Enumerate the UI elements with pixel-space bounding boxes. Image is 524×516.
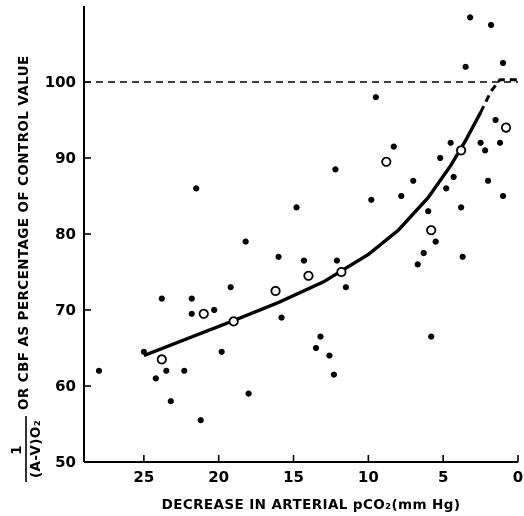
data-point-filled: [163, 367, 170, 374]
data-point-filled: [390, 143, 397, 150]
y-axis-title: 1 (A-V)O₂ OR CBF AS PERCENTAGE OF CONTRO…: [9, 55, 44, 482]
data-point-filled: [414, 261, 421, 268]
y-axis-title-text: OR CBF AS PERCENTAGE OF CONTROL VALUE: [16, 55, 32, 410]
data-point-filled: [326, 352, 333, 359]
y-axis-title-fraction-numerator: 1: [9, 445, 25, 455]
x-tick-label: 0: [513, 468, 523, 486]
data-point-filled: [197, 417, 204, 424]
x-axis-title: DECREASE IN ARTERIAL pCO₂(mm Hg): [162, 497, 461, 513]
data-point-filled: [242, 238, 249, 245]
x-tick-label: 15: [283, 468, 304, 486]
data-point-filled: [300, 257, 308, 264]
data-point-filled: [499, 59, 507, 67]
data-point-open: [228, 316, 239, 327]
data-point-filled: [332, 166, 339, 173]
data-point-filled: [188, 295, 195, 302]
data-point-filled: [342, 284, 349, 291]
data-point-filled: [193, 185, 200, 192]
data-point-filled: [420, 249, 427, 257]
data-point-filled: [333, 257, 341, 264]
data-point-filled: [425, 208, 432, 215]
data-point-open: [156, 354, 167, 365]
data-point-filled: [152, 375, 159, 382]
data-point-filled: [443, 185, 450, 192]
y-tick-label: 80: [55, 225, 76, 243]
data-point-filled: [481, 147, 489, 154]
data-point-filled: [293, 204, 300, 211]
data-point-open: [500, 122, 512, 133]
data-point-filled: [398, 192, 405, 200]
data-point-filled: [462, 63, 469, 70]
x-tick-label: 25: [133, 468, 154, 486]
data-point-open: [336, 266, 347, 278]
data-point-filled: [410, 177, 417, 184]
data-point-filled: [95, 367, 103, 374]
data-point-filled: [437, 154, 444, 162]
data-point-filled: [245, 390, 252, 397]
data-point-filled: [484, 177, 492, 184]
x-tick-label: 20: [208, 468, 229, 486]
data-point-filled: [188, 310, 195, 317]
data-point-open: [426, 225, 437, 236]
data-point-filled: [218, 348, 225, 355]
data-point-filled: [317, 333, 324, 340]
data-point-filled: [447, 139, 454, 146]
data-point-filled: [372, 94, 379, 101]
data-point-filled: [330, 371, 338, 378]
y-tick-label: 70: [55, 301, 76, 319]
data-point-filled: [312, 344, 320, 352]
data-point-filled: [227, 284, 234, 291]
data-point-filled: [450, 173, 457, 181]
data-point-filled: [181, 367, 188, 374]
data-point-filled: [459, 253, 466, 260]
fit-curve-extension: [479, 78, 518, 114]
data-point-filled: [467, 14, 474, 21]
data-point-filled: [167, 398, 174, 405]
y-tick-label: 60: [55, 377, 76, 395]
y-axis-title-fraction-denominator: (A-V)O₂: [28, 420, 44, 478]
x-tick-label: 5: [438, 468, 448, 486]
data-point-filled: [275, 253, 282, 260]
data-point-filled: [211, 306, 218, 314]
data-point-filled: [432, 238, 439, 245]
data-point-open: [456, 145, 467, 156]
data-point-filled: [477, 139, 484, 146]
data-point-filled: [496, 139, 504, 146]
data-point-filled: [499, 192, 507, 200]
data-point-open: [198, 308, 209, 319]
data-point-open: [381, 156, 392, 167]
x-tick-label: 10: [358, 468, 379, 486]
data-point-filled: [278, 314, 285, 321]
data-point-filled: [158, 295, 165, 302]
data-point-open: [270, 285, 281, 297]
data-point-open: [303, 270, 314, 281]
data-point-filled: [140, 348, 147, 355]
data-point-filled: [487, 21, 495, 29]
y-tick-label: 90: [55, 149, 76, 167]
data-point-filled: [492, 116, 499, 124]
data-point-filled: [368, 196, 375, 203]
y-tick-label: 100: [45, 73, 76, 91]
data-point-filled: [458, 204, 465, 211]
data-point-filled: [428, 333, 435, 340]
fit-curve: [143, 111, 483, 358]
y-tick-label: 50: [55, 453, 76, 471]
